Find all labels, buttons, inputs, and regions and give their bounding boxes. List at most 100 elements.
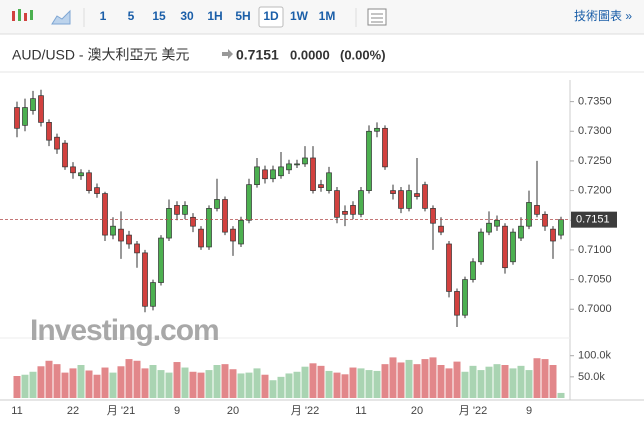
volume-bar: [125, 359, 133, 398]
technical-link[interactable]: 技術圖表 »: [574, 9, 632, 23]
candle-body: [350, 205, 356, 215]
watermark: Investing.com: [30, 314, 219, 347]
volume-bar: [117, 366, 125, 398]
grid-icon[interactable]: [367, 8, 387, 26]
candle-body: [486, 222, 492, 233]
candle-body: [462, 279, 468, 316]
volume-bar: [381, 364, 389, 398]
volume-bar: [541, 359, 549, 398]
candle-body: [22, 107, 28, 126]
interval-button[interactable]: 30: [180, 9, 194, 23]
volume-bar: [13, 376, 21, 398]
candle-body: [542, 213, 548, 227]
volume-bar: [45, 360, 53, 398]
area-icon[interactable]: [51, 9, 71, 25]
candle-body: [502, 225, 508, 269]
interval-button[interactable]: 5: [128, 9, 135, 23]
volume-bar: [197, 372, 205, 398]
candle-body: [182, 205, 188, 215]
candle-body: [190, 216, 196, 227]
volume-bar: [525, 370, 533, 398]
candle-body: [334, 190, 340, 218]
volume-bar: [429, 357, 437, 398]
candle-body: [158, 237, 164, 283]
price: 0.7151: [236, 47, 279, 63]
volume-bar: [77, 365, 85, 398]
volume-tick-label: 100.0k: [578, 350, 612, 362]
volume-bar: [189, 371, 197, 398]
x-tick-label: 22: [67, 405, 79, 417]
interval-button[interactable]: 1M: [319, 9, 336, 23]
volume-bar: [221, 364, 229, 398]
candle-body: [126, 234, 132, 245]
candle-body: [510, 231, 516, 263]
candle-body: [558, 219, 564, 236]
candle-body: [342, 211, 348, 215]
candle-body: [174, 205, 180, 215]
candle-body: [214, 199, 220, 209]
price-label-box: [571, 211, 617, 228]
candle-body: [390, 190, 396, 194]
volume-bar: [213, 365, 221, 398]
volume-bar: [557, 392, 565, 398]
volume-bar: [277, 376, 285, 398]
interval-button[interactable]: 1H: [207, 9, 222, 23]
candle-body: [470, 261, 476, 280]
candle-body: [238, 219, 244, 245]
volume-bar: [437, 365, 445, 398]
volume-bar: [205, 370, 213, 398]
volume-bar: [293, 371, 301, 398]
volume-bar: [357, 368, 365, 398]
candle-body: [446, 243, 452, 292]
volume-bar: [365, 370, 373, 398]
interval-button[interactable]: 1D: [263, 9, 279, 23]
volume-bar: [37, 366, 45, 398]
volume-bar: [333, 372, 341, 398]
volume-bar: [477, 370, 485, 398]
candle-body: [142, 252, 148, 307]
volume-bar: [245, 372, 253, 398]
volume-bar: [181, 367, 189, 398]
candle-body: [478, 231, 484, 263]
volume-bar: [157, 370, 165, 398]
x-tick-label: 9: [174, 405, 180, 417]
candle-body: [150, 282, 156, 307]
volume-bar: [229, 369, 237, 398]
candle-body: [414, 193, 420, 197]
change-percent: (0.00%): [340, 47, 386, 62]
interval-button[interactable]: 5H: [235, 9, 250, 23]
x-tick-label: 11: [355, 405, 366, 417]
candle-body: [454, 291, 460, 316]
y-tick-label: 0.7350: [578, 96, 612, 108]
candle-body: [206, 208, 212, 248]
candle-body: [318, 184, 324, 188]
x-tick-label: 9: [526, 405, 532, 417]
candle-body: [438, 225, 444, 233]
interval-button[interactable]: 1: [100, 9, 107, 23]
interval-button[interactable]: 1W: [290, 9, 309, 23]
candle-body: [262, 169, 268, 180]
volume-bar: [349, 367, 357, 398]
volume-bar: [397, 362, 405, 398]
candle-body: [534, 205, 540, 215]
interval-button[interactable]: 15: [152, 9, 166, 23]
volume-tick-label: 50.0k: [578, 371, 605, 383]
volume-bar: [29, 371, 37, 398]
volume-bar: [509, 368, 517, 398]
candle-body: [270, 169, 276, 180]
candle-body: [198, 228, 204, 248]
candle-body: [358, 190, 364, 215]
volume-bar: [165, 372, 173, 398]
candle-body: [46, 122, 52, 141]
volume-bar: [317, 365, 325, 398]
candle-body: [294, 163, 300, 166]
candle-body: [422, 184, 428, 209]
candle-body: [286, 163, 292, 171]
candle-body: [94, 187, 100, 194]
volume-bar: [373, 370, 381, 398]
candle-body: [310, 157, 316, 191]
candle-body: [70, 166, 76, 174]
candle-icon[interactable]: [12, 9, 33, 21]
volume-bar: [309, 363, 317, 398]
volume-bar: [341, 374, 349, 398]
